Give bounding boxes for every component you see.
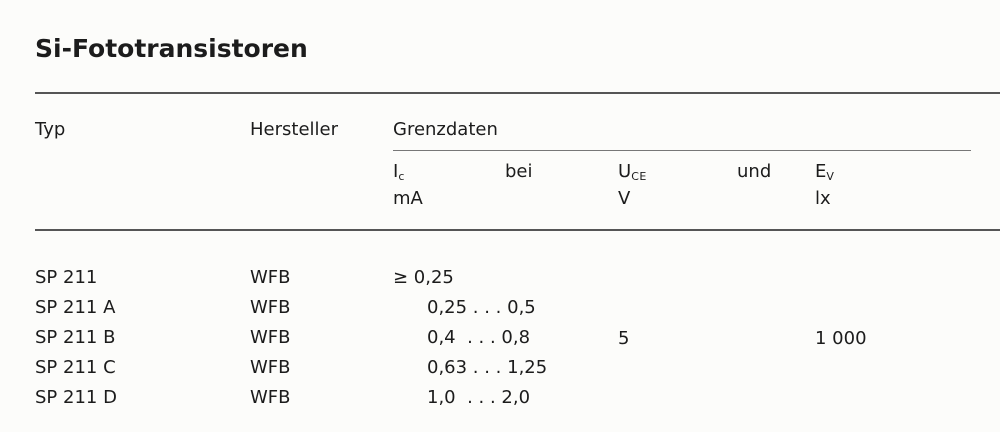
cell-hersteller: WFB	[250, 297, 291, 318]
cell-ic: 0,63 . . . 1,25	[427, 357, 548, 378]
header-typ: Typ	[35, 119, 66, 140]
ic-symbol: I	[393, 161, 399, 182]
header-und: und	[737, 161, 772, 182]
cell-typ: SP 211	[35, 267, 98, 288]
cell-typ: SP 211 B	[35, 327, 116, 348]
header-grenzdaten: Grenzdaten	[393, 119, 498, 140]
ev-subscript: V	[826, 170, 835, 183]
cell-ic: 0,4 . . . 0,8	[427, 327, 531, 348]
ev-value: 1 000	[815, 328, 867, 349]
header-uce: UCE	[618, 161, 647, 188]
cell-hersteller: WFB	[250, 357, 291, 378]
cell-hersteller: WFB	[250, 267, 291, 288]
cell-ic: 0,25 . . . 0,5	[427, 297, 536, 318]
header-uce-unit: V	[618, 188, 631, 209]
cell-ic: ≥ 0,25	[393, 267, 454, 288]
uce-value: 5	[618, 328, 630, 349]
header-ic-unit: mA	[393, 188, 423, 209]
ev-symbol: E	[815, 161, 827, 182]
page-title: Si-Fototransistoren	[35, 34, 308, 63]
uce-symbol: U	[618, 161, 632, 182]
cell-ic: 1,0 . . . 2,0	[427, 387, 531, 408]
header-bei: bei	[505, 161, 533, 182]
cell-hersteller: WFB	[250, 327, 291, 348]
ic-subscript: c	[398, 170, 405, 183]
cell-hersteller: WFB	[250, 387, 291, 408]
header-ev-unit: lx	[815, 188, 831, 209]
header-ev: EV	[815, 161, 834, 188]
cell-typ: SP 211 D	[35, 387, 117, 408]
cell-typ: SP 211 C	[35, 357, 116, 378]
top-rule	[35, 92, 1000, 94]
header-bottom-rule	[35, 229, 1000, 231]
uce-subscript: CE	[631, 170, 647, 183]
header-hersteller: Hersteller	[250, 119, 338, 140]
header-ic: Ic	[393, 161, 405, 188]
grenzdaten-rule	[393, 150, 971, 151]
cell-typ: SP 211 A	[35, 297, 116, 318]
